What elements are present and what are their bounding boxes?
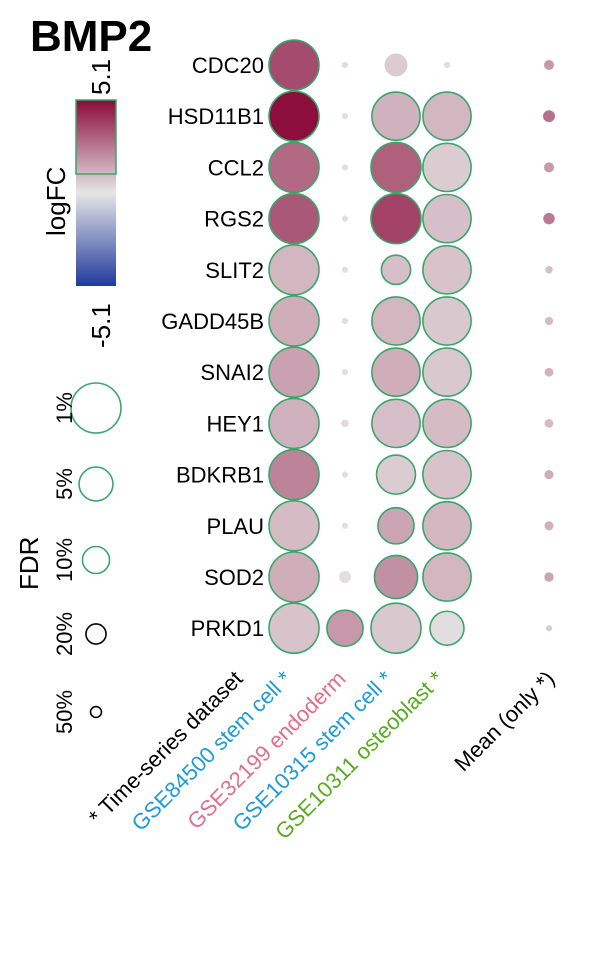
gene-label: PRKD1 — [191, 616, 264, 641]
bubble — [339, 571, 351, 583]
bubble — [268, 448, 320, 501]
fdr-legend-label: 5% — [52, 468, 77, 500]
bubble — [268, 295, 320, 347]
bubble — [443, 61, 451, 69]
bubble — [370, 602, 422, 655]
bubble — [341, 113, 349, 120]
bubble — [375, 454, 417, 495]
bubble — [544, 60, 554, 70]
fdr-legend-label: 1% — [52, 392, 77, 424]
fdr-legend-circle — [89, 705, 103, 719]
bubble — [341, 369, 349, 376]
gene-label: HSD11B1 — [168, 104, 264, 129]
gene-label: GADD45B — [161, 309, 264, 334]
bubble — [268, 602, 320, 655]
fdr-legend-label: 20% — [52, 612, 77, 656]
gene-label: HEY1 — [207, 411, 264, 436]
bubble — [377, 506, 415, 545]
column-label: Mean (only *) — [449, 666, 559, 776]
bubble — [543, 110, 555, 123]
bubble — [429, 610, 465, 646]
gene-label: SNAI2 — [200, 360, 264, 385]
bubble — [544, 367, 554, 377]
bubble — [544, 316, 554, 326]
bubble — [543, 212, 555, 225]
colorbar — [76, 100, 116, 286]
bubble — [370, 192, 422, 245]
bubble — [545, 625, 553, 632]
fdr-legend-circle — [78, 466, 114, 502]
bubble — [268, 192, 320, 245]
bubble-grid — [268, 39, 555, 655]
bubble — [384, 53, 408, 77]
bubble — [544, 470, 554, 480]
bubble — [422, 552, 472, 602]
bubble — [268, 346, 320, 399]
bubble — [422, 142, 472, 193]
fdr-legend-title: FDR — [14, 537, 44, 590]
bubble — [326, 609, 364, 648]
bubble — [341, 266, 349, 273]
fdr-legend-circle — [85, 623, 107, 645]
fdr-legend: 1% 5% 10% 20% 50% — [52, 382, 122, 734]
bubble — [268, 551, 320, 603]
chart-title: BMP2 — [30, 12, 152, 61]
bubble — [380, 254, 412, 286]
bubble — [373, 554, 419, 600]
bubble — [268, 397, 320, 450]
bubble — [422, 347, 472, 398]
bubble — [422, 193, 472, 244]
bubble — [422, 91, 472, 142]
gene-label: CDC20 — [192, 53, 264, 78]
gene-label: CCL2 — [208, 155, 264, 180]
bubble — [544, 521, 554, 531]
bubble — [341, 215, 349, 222]
bubble — [422, 398, 472, 449]
bubble — [371, 91, 421, 142]
colorbar-min-label: -5.1 — [86, 303, 116, 348]
bubble — [422, 244, 472, 295]
gene-label: RGS2 — [204, 207, 264, 232]
bubble — [268, 141, 320, 194]
bubble — [341, 522, 349, 529]
bubble — [544, 572, 554, 582]
bubble — [341, 164, 349, 171]
bubble — [422, 296, 472, 346]
bubble — [544, 162, 554, 173]
gene-label: PLAU — [207, 514, 264, 539]
bubble — [545, 266, 553, 274]
bubble — [341, 471, 349, 478]
colorbar-max-label: 5.1 — [86, 59, 116, 95]
gene-label: SLIT2 — [205, 258, 264, 283]
bubble — [268, 90, 320, 142]
bubble — [268, 39, 320, 91]
bubble — [371, 296, 421, 346]
bubble — [544, 419, 554, 428]
fdr-legend-circle — [70, 382, 122, 434]
gene-labels: CDC20 HSD11B1 CCL2 RGS2 SLIT2 GADD45B SNAI2 HEY… — [161, 53, 264, 641]
fdr-legend-label: 50% — [52, 690, 77, 734]
bubble — [370, 141, 422, 194]
gene-label: SOD2 — [204, 565, 264, 590]
colorbar-significance-frame — [75, 99, 117, 175]
bubble — [268, 243, 320, 296]
bubble — [341, 317, 349, 325]
fdr-legend-circle — [81, 545, 111, 575]
bubble — [371, 347, 421, 398]
fdr-legend-label: 10% — [52, 538, 77, 582]
bubble — [422, 449, 472, 500]
bubble — [268, 499, 320, 552]
colorbar-title: logFC — [41, 167, 71, 236]
bubble — [422, 500, 472, 551]
bubble — [371, 398, 421, 449]
bubble — [341, 61, 349, 69]
bubble — [341, 419, 349, 428]
gene-label: BDKRB1 — [176, 463, 264, 488]
